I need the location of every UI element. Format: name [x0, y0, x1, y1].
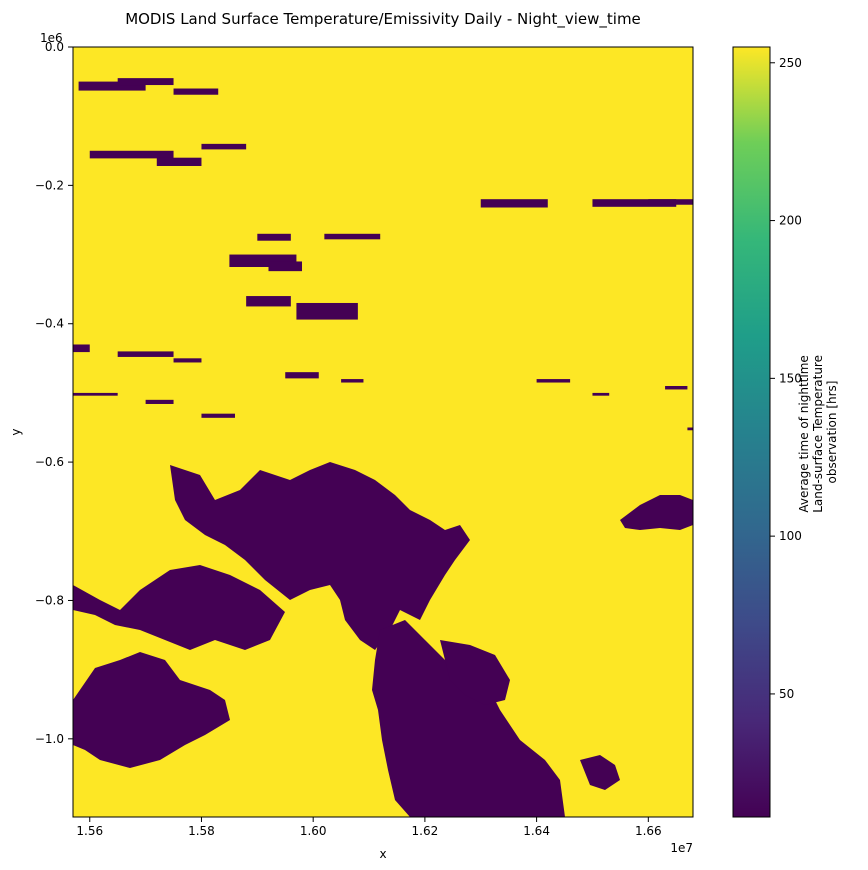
chart-title: MODIS Land Surface Temperature/Emissivit… [125, 10, 641, 29]
colorbar-tick-label-2: 150 [779, 371, 802, 385]
plot-frame [72, 46, 694, 818]
y-tick-label-0: 0.0 [45, 40, 64, 54]
heatmap-patch-3 [89, 150, 174, 159]
heatmap-patch-16 [117, 351, 174, 357]
heatmap-patch-6 [257, 233, 291, 241]
heatmap-patch-20 [201, 413, 235, 418]
heatmap-patch-21 [285, 372, 319, 379]
heatmap-patch-25 [665, 385, 688, 390]
heatmap-patch-12 [480, 199, 548, 208]
y-axis: 0.0 −0.2 −0.4 −0.6 −0.8 −1.0 [35, 40, 73, 746]
x-axis: 1.56 1.58 1.60 1.62 1.64 1.66 [76, 817, 662, 838]
y-tick-label-3: −0.6 [35, 455, 64, 469]
heatmap-patch-17 [173, 358, 202, 363]
x-tick-label-2: 1.60 [300, 824, 327, 838]
y-tick-label-4: −0.8 [35, 593, 64, 607]
x-tick-label-3: 1.62 [412, 824, 439, 838]
heatmap-region-southeast [580, 755, 620, 790]
x-axis-label: x [379, 847, 386, 861]
heatmap-patch-2 [173, 88, 219, 95]
heatmap-patch-0 [78, 81, 146, 91]
heatmap-patch-13 [592, 199, 677, 207]
colorbar-tick-label-1: 100 [779, 529, 802, 543]
colorbar-tick-label-3: 200 [779, 214, 802, 228]
y-offset-label: 1e6 [40, 31, 63, 45]
heatmap-region-east [620, 495, 693, 530]
heatmap-region-central [170, 462, 470, 650]
heatmap-patch-23 [536, 379, 571, 383]
y-tick-label-5: −1.0 [35, 732, 64, 746]
colorbar-label-line-1: Average time of nighttime [797, 355, 811, 512]
heatmap-area [73, 47, 693, 817]
heatmap-patch-4 [156, 157, 202, 166]
colorbar-label-line-2: Land-surface Temperature [811, 355, 825, 513]
heatmap-region-south-arm [372, 620, 565, 817]
heatmap-region-west [73, 565, 285, 650]
colorbar-tick-label-0: 50 [779, 687, 794, 701]
heatmap-patch-10 [268, 261, 303, 272]
x-tick-label-0: 1.56 [76, 824, 103, 838]
heatmap-patch-18 [73, 392, 118, 396]
x-tick-label-5: 1.66 [635, 824, 662, 838]
heatmap-patch-11 [324, 233, 381, 240]
y-tick-label-2: −0.4 [35, 317, 64, 331]
colorbar-ticks: 50 100 150 200 250 [770, 56, 802, 701]
heatmap-patch-14 [648, 199, 693, 205]
colorbar-label: Average time of nighttime Land-surface T… [797, 351, 839, 513]
heatmap-region-south-east [440, 640, 510, 705]
heatmap-patch-15 [73, 344, 90, 353]
heatmap-patch-8 [296, 302, 358, 320]
x-tick-label-4: 1.64 [523, 824, 550, 838]
colorbar-tick-label-4: 250 [779, 56, 802, 70]
x-tick-label-1: 1.58 [188, 824, 215, 838]
heatmap-patch-1 [117, 78, 174, 86]
x-offset-label: 1e7 [670, 841, 693, 855]
heatmap-patch-7 [246, 296, 291, 307]
heatmap-patch-19 [145, 399, 174, 404]
heatmap-patches [73, 78, 693, 431]
y-tick-label-1: −0.2 [35, 178, 64, 192]
heatmap-patch-24 [592, 392, 610, 396]
colorbar [732, 46, 771, 818]
y-axis-label: y [9, 428, 23, 435]
heatmap-region-southwest [73, 652, 230, 768]
colorbar-label-line-3: observation [hrs] [825, 381, 839, 484]
heatmap-patch-5 [201, 143, 247, 150]
heatmap-patch-26 [687, 427, 693, 431]
heatmap-patch-22 [341, 379, 364, 383]
